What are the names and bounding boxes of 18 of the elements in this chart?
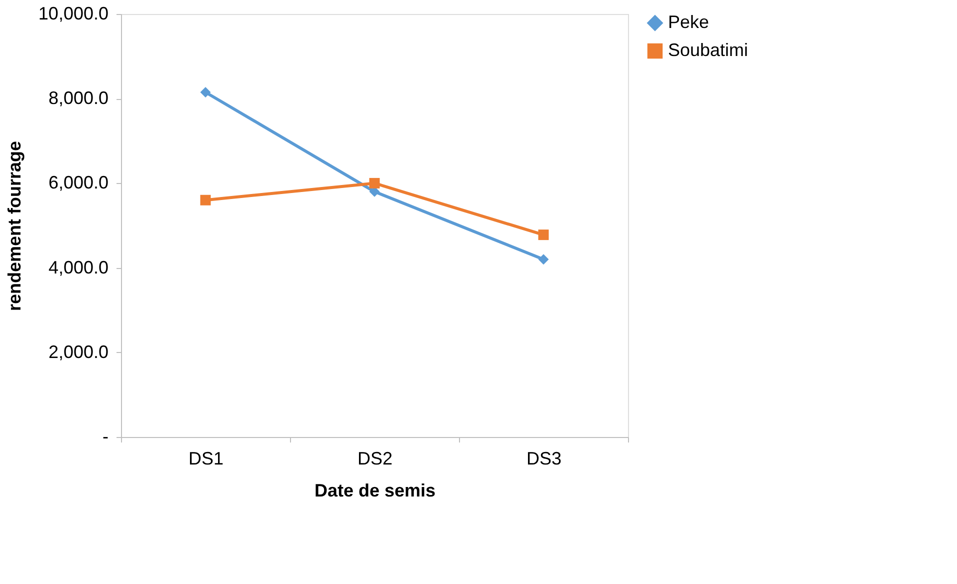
legend-label: Peke: [668, 12, 710, 32]
y-tick-label: 4,000.0: [48, 257, 108, 278]
point: [538, 230, 549, 240]
y-axis-title: rendement fourrage: [4, 140, 24, 312]
point: [200, 194, 211, 206]
x-tick-label: DS2: [357, 448, 393, 468]
x-axis-title: Date de semis: [314, 480, 436, 500]
y-tick-label: 10,000.0: [38, 4, 108, 24]
x-tick-label: DS1: [188, 448, 224, 468]
legend-label: Soubatimi: [668, 40, 748, 60]
y-tick-label: 2,000.0: [48, 342, 108, 362]
y-tick-label: 8,000.0: [48, 88, 108, 108]
y-tick-label: 6,000.0: [48, 172, 108, 193]
point: [200, 87, 211, 98]
point: [369, 178, 380, 188]
point: [538, 254, 549, 265]
x-tick-label: DS3: [526, 448, 562, 468]
y-tick-label: -: [102, 426, 108, 446]
